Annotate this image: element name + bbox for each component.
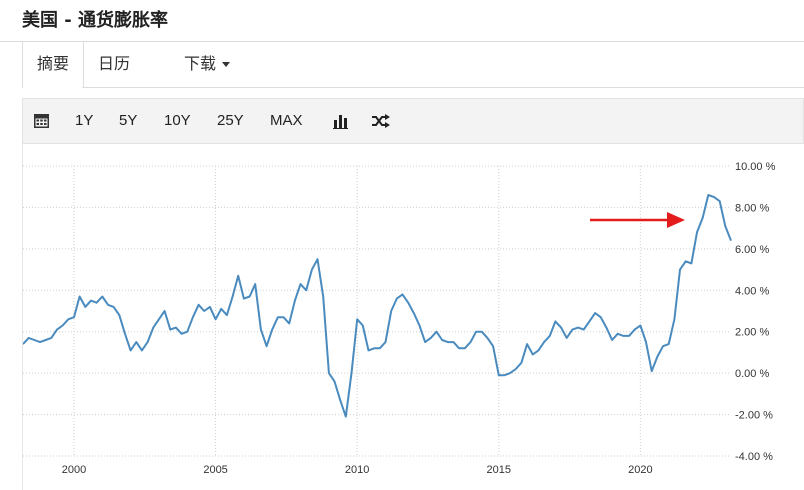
caret-down-icon xyxy=(222,62,231,67)
y-tick-label: -4.00 % xyxy=(735,451,773,463)
tab-calendar[interactable]: 日历 xyxy=(98,54,131,73)
tab-download-label: 下载 xyxy=(184,54,217,73)
y-tick-label: -2.00 % xyxy=(735,410,773,422)
calendar-icon[interactable] xyxy=(34,99,49,143)
range-25y-button[interactable]: 25Y xyxy=(217,112,244,129)
y-tick-label: 6.00 % xyxy=(735,244,769,256)
y-tick-label: 8.00 % xyxy=(735,202,769,214)
x-tick-label: 2005 xyxy=(203,464,227,476)
page-title: 美国 - 通货膨胀率 xyxy=(22,10,169,31)
bar-chart-icon[interactable] xyxy=(333,99,348,143)
range-1y-button[interactable]: 1Y xyxy=(75,112,94,129)
inflation-line-chart: 10.00 % 8.00 % 6.00 % 4.00 % 2.00 % 0.00 % -2.… xyxy=(23,161,776,476)
inflation-series-line xyxy=(23,194,732,418)
shuffle-icon[interactable] xyxy=(372,99,390,143)
chart-toolbar: 1Y 5Y 10Y 25Y MAX xyxy=(22,98,804,144)
tab-download[interactable]: 下载 xyxy=(184,42,231,87)
range-max-button[interactable]: MAX xyxy=(270,112,303,129)
chart-area: 10.00 % 8.00 % 6.00 % 4.00 % 2.00 % 0.00 % -2.… xyxy=(22,144,804,490)
y-tick-label: 10.00 % xyxy=(735,161,776,173)
tabs-bar: 摘要 日历 下载 xyxy=(22,42,804,88)
tabs-divider xyxy=(82,87,804,88)
x-tick-label: 2000 xyxy=(62,464,86,476)
tab-summary[interactable]: 摘要 xyxy=(22,42,84,88)
range-10y-button[interactable]: 10Y xyxy=(164,112,191,129)
x-tick-label: 2020 xyxy=(628,464,652,476)
title-divider xyxy=(0,41,804,42)
y-tick-label: 2.00 % xyxy=(735,327,769,339)
range-5y-button[interactable]: 5Y xyxy=(119,112,138,129)
annotation-arrow-head xyxy=(667,212,685,228)
y-tick-label: 0.00 % xyxy=(735,368,769,380)
y-tick-label: 4.00 % xyxy=(735,285,769,297)
x-tick-label: 2010 xyxy=(345,464,369,476)
x-tick-label: 2015 xyxy=(487,464,511,476)
